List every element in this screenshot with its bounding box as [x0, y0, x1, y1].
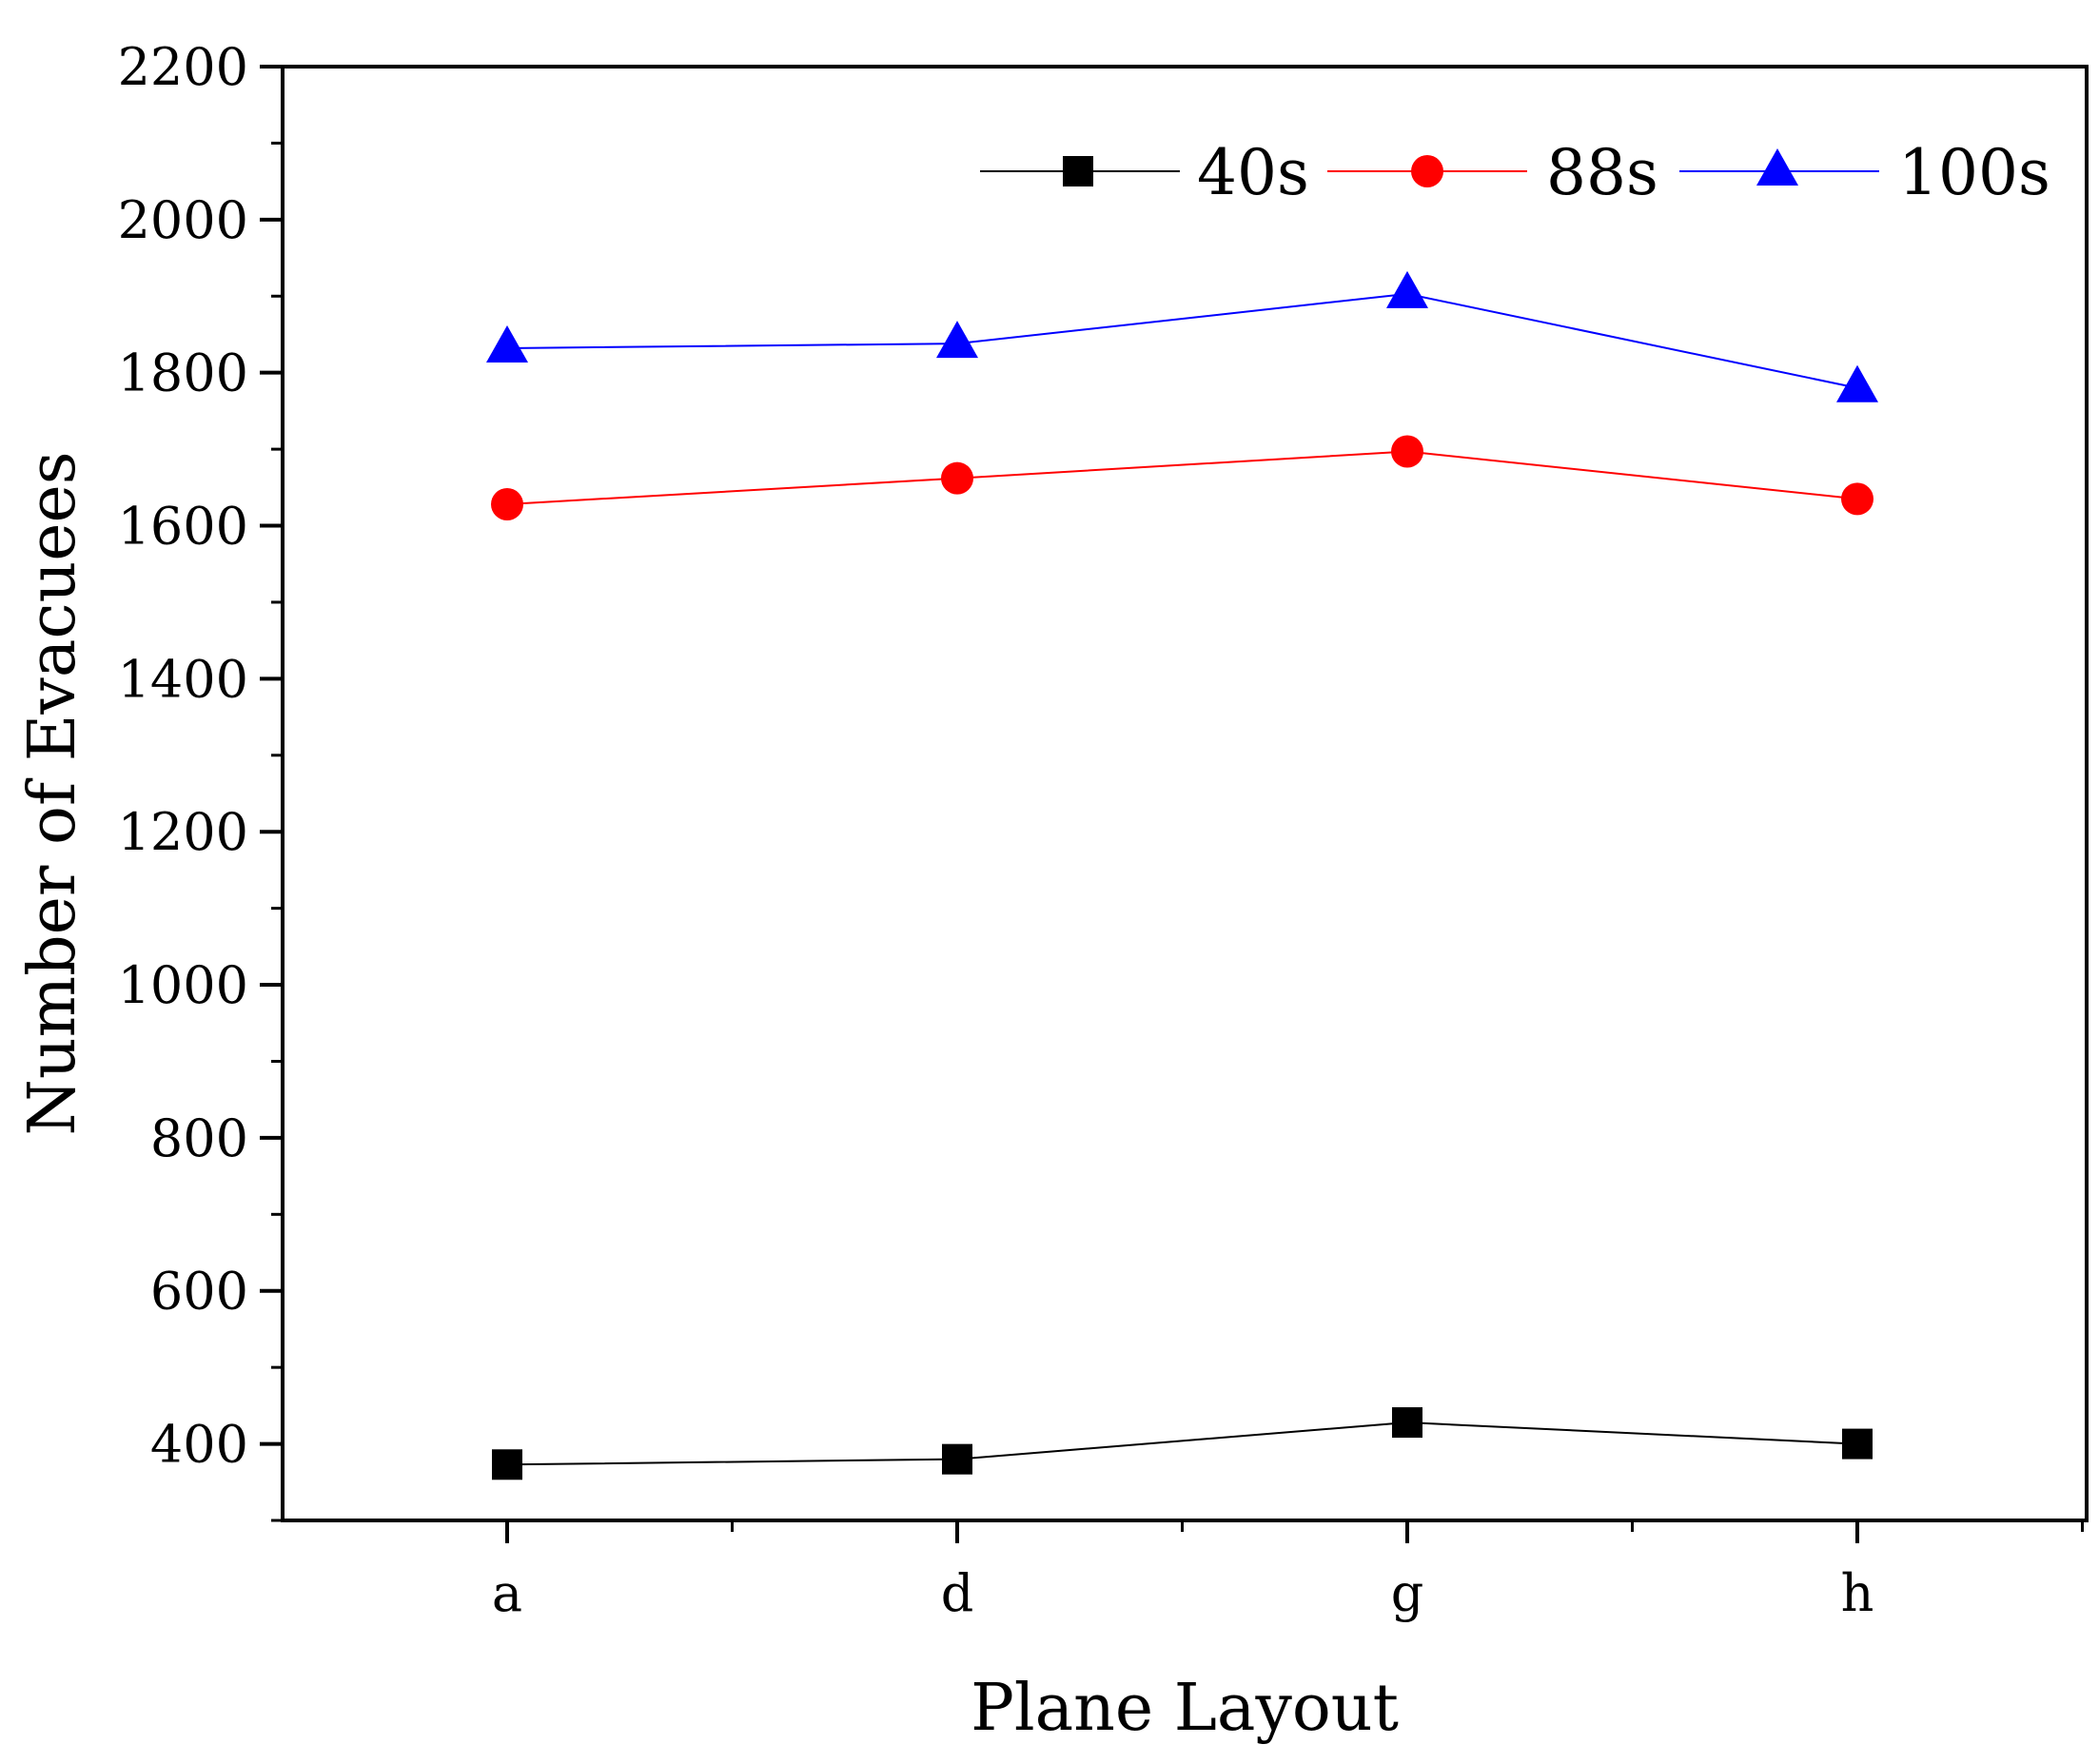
y-tick-label: 400 — [150, 1415, 248, 1475]
data-point — [936, 321, 978, 359]
series-100s — [486, 270, 1878, 402]
y-tick-label: 2200 — [118, 37, 248, 97]
data-point — [1756, 148, 1798, 186]
data-point — [1063, 156, 1093, 186]
x-tick-label: g — [1391, 1563, 1424, 1623]
data-point — [1392, 1407, 1422, 1439]
plot-frame — [281, 65, 2089, 1522]
y-tick-label: 1400 — [118, 649, 248, 709]
series-40s — [492, 1407, 1873, 1480]
data-point — [486, 324, 528, 363]
y-tick-label: 1800 — [118, 343, 248, 403]
series-line — [506, 1421, 1858, 1466]
series-88s — [491, 435, 1873, 521]
legend-item-88s: 88s — [1327, 136, 1658, 209]
series-line — [506, 450, 1858, 506]
y-tick-label: 1600 — [118, 497, 248, 557]
y-axis-ticks: 400 600 800 1000 1200 1400 1600 1800 2000 2200 — [118, 37, 283, 1522]
data-point — [1836, 364, 1878, 402]
legend: 40s 88s 100s — [980, 136, 2050, 209]
y-tick-label: 1200 — [118, 802, 248, 862]
data-point — [941, 461, 973, 495]
x-tick-label: d — [941, 1563, 974, 1623]
data-point — [1842, 1428, 1873, 1460]
legend-item-40s: 40s — [980, 136, 1309, 209]
data-point — [1391, 435, 1423, 468]
y-tick-label: 1000 — [118, 955, 248, 1015]
data-point — [1841, 482, 1873, 516]
legend-label: 40s — [1197, 136, 1309, 209]
legend-label: 100s — [1898, 136, 2050, 209]
y-tick-label: 600 — [150, 1262, 248, 1322]
data-point — [942, 1443, 972, 1475]
data-point — [491, 488, 523, 521]
legend-label: 88s — [1546, 136, 1658, 209]
x-tick-label: h — [1841, 1563, 1874, 1623]
data-point — [1411, 155, 1443, 187]
series-layer — [486, 270, 1878, 1480]
y-tick-label: 2000 — [118, 190, 248, 250]
y-axis-title: Number of Evacuees — [15, 451, 90, 1135]
data-point — [1386, 270, 1428, 308]
series-line — [506, 292, 1858, 389]
x-axis-title: Plane Layout — [971, 1671, 1399, 1746]
legend-item-100s: 100s — [1679, 136, 2050, 209]
x-tick-label: a — [492, 1563, 522, 1623]
y-tick-label: 800 — [150, 1108, 248, 1168]
data-point — [492, 1449, 522, 1480]
